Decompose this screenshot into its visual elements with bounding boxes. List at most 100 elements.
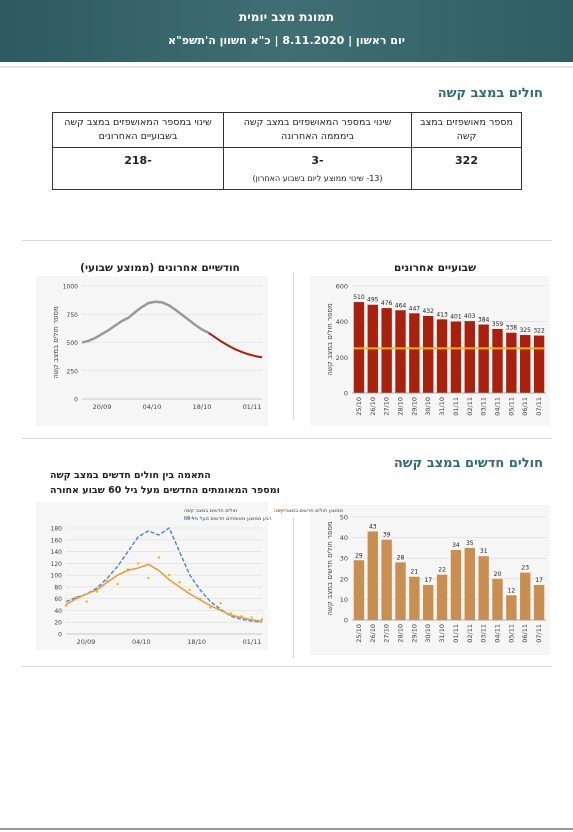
x-tick-label: 27/10 <box>383 624 391 643</box>
bar-value-label: 413 <box>436 311 448 318</box>
correlation-title-line1: התאמה בין חולים חדשים במצב קשה <box>50 470 211 481</box>
y-axis-title: מספר חולים במצב קשה <box>52 306 60 379</box>
data-point <box>188 588 191 592</box>
x-tick-label: 01/11 <box>243 638 262 646</box>
y-tick-label: 160 <box>51 537 63 544</box>
bar-value-label: 29 <box>355 552 363 559</box>
legend-label: ממוצע חולים חדשים במצב קשה <box>274 508 343 514</box>
bar <box>409 576 420 620</box>
two-months-line-chart: 0 250 500 750 1000 20/09 04/10 18/10 01/11 מספר ח… <box>36 276 268 426</box>
series-line <box>81 300 210 344</box>
bar-value-label: 12 <box>508 587 516 594</box>
two-weeks-bar-chart: 0 200 400 600 510 25/10 495 26/10 476 27/10 464 28/… <box>310 276 550 426</box>
y-tick-label: 50 <box>340 514 348 522</box>
divider <box>22 240 552 241</box>
bar-value-label: 447 <box>409 305 421 312</box>
x-tick-label: 01/11 <box>243 403 262 411</box>
bar-value-label: 31 <box>480 548 488 555</box>
x-tick-label: 29/10 <box>410 397 418 416</box>
bar <box>464 547 475 620</box>
page-title: תמונת מצב יומית <box>239 10 334 24</box>
x-tick-label: 01/11 <box>452 397 460 416</box>
bar-value-label: 510 <box>353 294 365 301</box>
x-tick-label: 04/11 <box>494 624 502 643</box>
new-severe-section-title: חולים חדשים במצב קשה <box>393 456 543 471</box>
x-tick-label: 07/11 <box>535 624 543 643</box>
bar-value-label: 43 <box>369 523 377 530</box>
data-point <box>260 618 264 621</box>
bar <box>367 531 378 620</box>
data-point <box>147 576 150 580</box>
x-tick-label: 30/10 <box>424 397 432 416</box>
y-tick-label: 0 <box>344 617 348 625</box>
x-tick-label: 31/10 <box>438 624 446 643</box>
bar <box>450 549 462 620</box>
kpi-two-week-change-value: -218 <box>52 147 224 190</box>
bar <box>436 574 448 620</box>
bar-value-label: 476 <box>381 300 393 307</box>
date-line: יום ראשון | 8.11.2020 | כ"א חשוון ה'תשפ"… <box>168 34 405 47</box>
y-tick-label: 400 <box>336 318 348 326</box>
bar-value-label: 325 <box>519 327 531 334</box>
data-point <box>137 562 140 565</box>
y-tick-label: 500 <box>67 340 79 347</box>
bar <box>450 321 462 393</box>
divider <box>22 438 552 439</box>
bar-value-label: 39 <box>383 532 391 539</box>
bar <box>381 539 392 620</box>
x-tick-label: 27/10 <box>383 397 391 416</box>
divider <box>0 66 573 68</box>
x-tick-label: 18/10 <box>193 403 212 411</box>
series-line <box>208 332 263 359</box>
data-point <box>95 590 99 593</box>
data-point <box>209 606 212 609</box>
y-tick-label: 120 <box>51 561 63 568</box>
x-tick-label: 29/10 <box>410 624 418 643</box>
bar-value-label: 464 <box>395 302 407 309</box>
x-tick-label: 26/10 <box>369 624 377 643</box>
x-tick-label: 06/11 <box>521 624 529 643</box>
bar <box>395 310 406 393</box>
kpi-current-value: 322 <box>411 147 522 190</box>
y-tick-label: 0 <box>58 632 62 639</box>
data-point <box>250 616 253 619</box>
data-point <box>85 600 88 603</box>
y-tick-label: 10 <box>340 596 348 604</box>
data-point <box>167 573 171 577</box>
chart-background <box>310 505 550 655</box>
new-severe-bar-chart: 0 10 20 30 40 50 29 25/10 43 26/10 39 27/10 28 28/10 2… <box>310 505 550 655</box>
bar <box>464 321 475 393</box>
bar-value-label: 495 <box>367 297 379 304</box>
x-tick-label: 02/11 <box>466 624 474 643</box>
y-tick-label: 0 <box>74 397 78 404</box>
y-tick-label: 750 <box>67 312 79 319</box>
x-tick-label: 04/10 <box>143 403 162 411</box>
data-point <box>157 556 161 559</box>
severe-kpi-table: מספר מאושפזים במצב קשה שינוי במספר המאוש… <box>52 112 522 190</box>
correlation-title-line2: ומספר המאומתים החדשים מעל גיל 60 שבוע אח… <box>50 485 280 496</box>
x-tick-label: 04/10 <box>132 638 151 646</box>
x-tick-label: 26/10 <box>369 397 377 416</box>
bar <box>506 595 517 620</box>
bar-value-label: 22 <box>438 567 446 574</box>
y-tick-label: 100 <box>51 573 63 580</box>
x-tick-label: 05/11 <box>507 624 515 643</box>
bar-value-label: 20 <box>494 571 502 578</box>
x-tick-label: 06/11 <box>521 397 529 416</box>
bar-value-label: 23 <box>521 565 529 572</box>
bar-value-label: 21 <box>411 569 419 576</box>
data-point <box>219 602 222 605</box>
bar <box>520 572 531 620</box>
x-tick-label: 25/10 <box>355 397 363 416</box>
kpi-two-week-change-label: שינוי במספר המאושפזים במצב קשה בשבועיים … <box>52 112 224 148</box>
bar <box>520 335 531 393</box>
y-tick-label: 20 <box>54 620 62 627</box>
y-tick-label: 250 <box>67 368 79 375</box>
divider <box>22 666 552 667</box>
bar-value-label: 34 <box>452 542 460 549</box>
correlation-line-chart: 0 20 40 60 80 100 120 140 160 180 20/09 04/10 18/10 0… <box>36 502 343 650</box>
x-tick-label: 18/10 <box>187 638 206 646</box>
bar-value-label: 17 <box>535 577 543 584</box>
bar-value-label: 432 <box>422 308 434 315</box>
y-axis-title: מספר חולים חדשים במצב קשה <box>326 521 334 615</box>
